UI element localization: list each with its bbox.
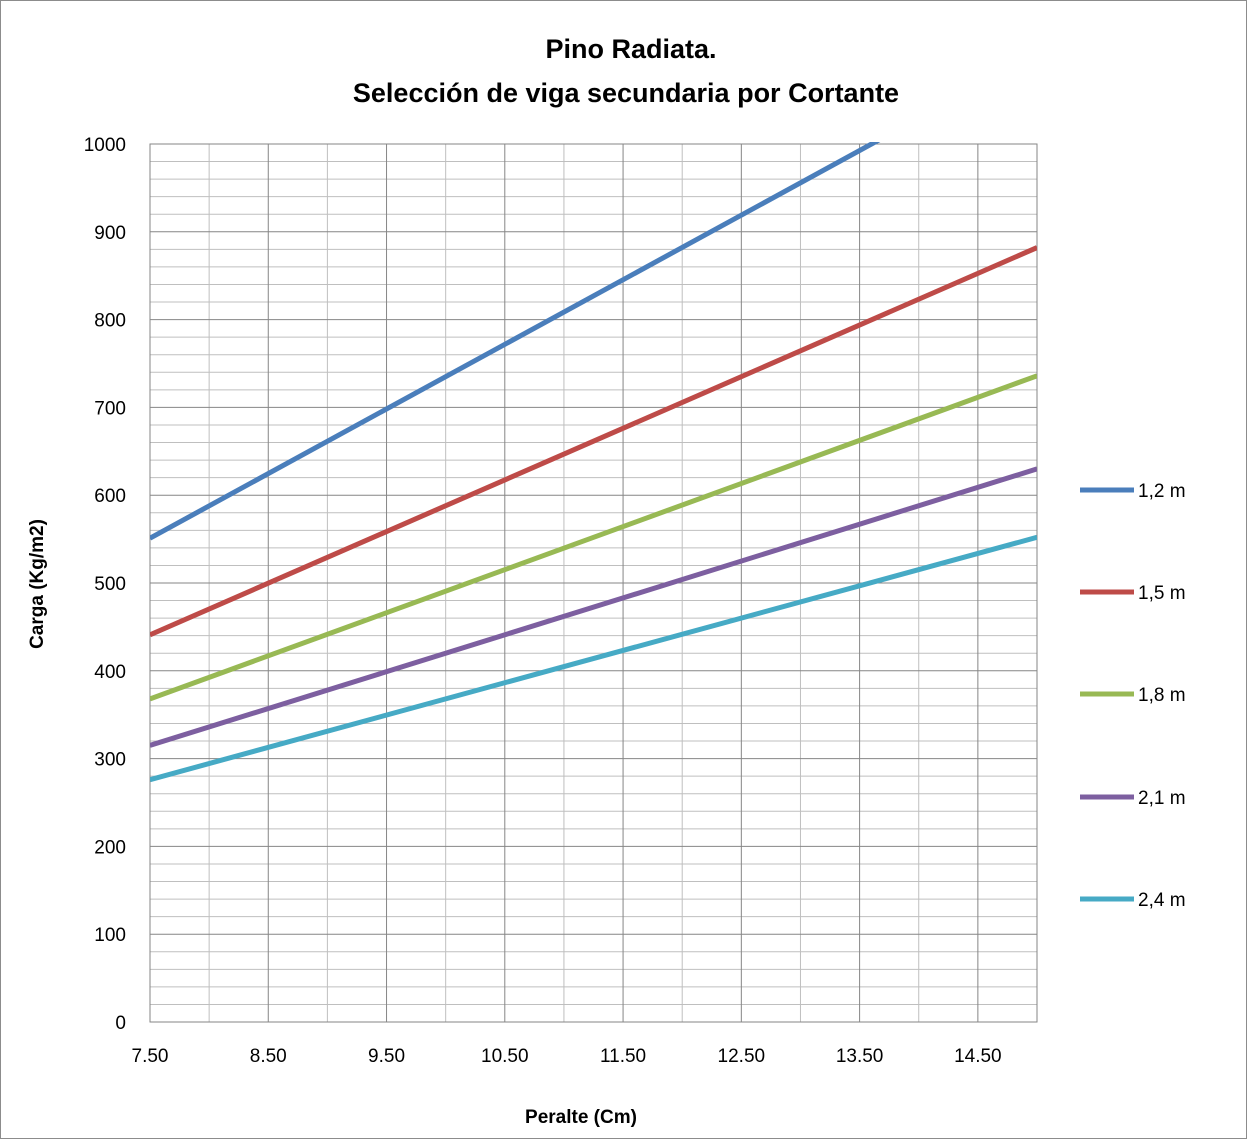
y-tick-label: 500 xyxy=(94,574,126,595)
legend-label-2: 1,5 m xyxy=(1138,583,1186,604)
y-tick-label: 800 xyxy=(94,311,126,332)
y-tick-label: 100 xyxy=(94,925,126,946)
x-axis-tick-labels: 7.50 8.50 9.50 10.50 11.50 12.50 13.50 14.50 xyxy=(132,1046,1002,1067)
x-tick-label: 13.50 xyxy=(836,1046,884,1067)
x-tick-label: 7.50 xyxy=(132,1046,169,1067)
y-tick-label: 600 xyxy=(94,486,126,507)
x-tick-label: 12.50 xyxy=(718,1046,766,1067)
legend-label-3: 1,8 m xyxy=(1138,685,1186,706)
series-line-1 xyxy=(150,142,881,541)
chart-title-line-1: Pino Radiata. xyxy=(545,34,716,64)
y-axis-tick-labels: 0 100 200 300 400 500 600 700 800 900 1000 xyxy=(84,135,126,1034)
legend-label-1: 1,2 m xyxy=(1138,481,1186,502)
plot-area-frame xyxy=(149,143,1038,1023)
x-tick-label: 14.50 xyxy=(954,1046,1002,1067)
legend-label-5: 2,4 m xyxy=(1138,890,1186,911)
y-tick-label: 0 xyxy=(115,1013,126,1034)
y-tick-label: 1000 xyxy=(84,135,126,156)
series-line-4 xyxy=(150,466,1037,748)
x-tick-label: 10.50 xyxy=(481,1046,529,1067)
series-line-3 xyxy=(150,373,1037,702)
chart-title: Pino Radiata. Selección de viga secundar… xyxy=(353,34,899,108)
y-tick-label: 400 xyxy=(94,662,126,683)
series-lines xyxy=(150,142,1037,783)
chart-title-line-2: Selección de viga secundaria por Cortant… xyxy=(353,78,899,108)
legend: 1,2 m 1,5 m 1,8 m 2,1 m 2,4 m xyxy=(1080,481,1186,911)
series-line-2 xyxy=(150,245,1037,638)
x-tick-label: 11.50 xyxy=(600,1046,646,1067)
legend-label-4: 2,1 m xyxy=(1138,788,1186,809)
x-tick-label: 9.50 xyxy=(368,1046,405,1067)
y-tick-label: 900 xyxy=(94,223,126,244)
y-tick-label: 200 xyxy=(94,837,126,858)
y-tick-label: 700 xyxy=(94,398,126,419)
series-line-5 xyxy=(150,534,1037,783)
y-axis-title: Carga (Kg/m2) xyxy=(27,519,48,649)
x-axis-title: Peralte (Cm) xyxy=(525,1107,637,1128)
x-tick-label: 8.50 xyxy=(250,1046,287,1067)
grid-minor xyxy=(150,144,1038,1022)
y-tick-label: 300 xyxy=(94,750,126,771)
plot-area-border xyxy=(149,143,1038,1023)
grid-major xyxy=(149,143,1037,1023)
